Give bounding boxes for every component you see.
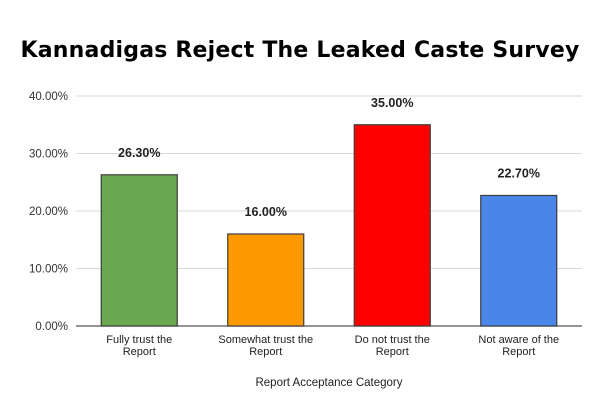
x-tick-label: Report [376,346,409,358]
y-tick-label: 10.00% [29,264,68,276]
data-label: 35.00% [371,96,413,110]
data-label: 16.00% [245,205,287,219]
x-tick-label: Fully trust the [106,334,172,346]
y-tick-label: 20.00% [29,206,68,218]
x-tick-label: Report [249,346,282,358]
x-axis-title: Report Acceptance Category [255,377,402,389]
y-tick-label: 30.00% [29,149,68,161]
data-label: 22.70% [498,166,540,180]
chart-title: Kannadigas Reject The Leaked Caste Surve… [20,38,580,63]
x-tick-label: Report [502,346,535,358]
x-tick-label: Somewhat trust the [218,334,313,346]
x-tick-label: Do not trust the [355,334,430,346]
bar [227,233,305,327]
x-tick-label: Report [123,346,156,358]
bar [353,124,431,327]
y-tick-label: 40.00% [29,91,68,103]
x-tick-label: Not aware of the [478,334,559,346]
data-label: 26.30% [118,146,160,160]
y-tick-label: 0.00% [35,321,68,333]
bar [480,194,558,327]
bar [100,174,178,327]
